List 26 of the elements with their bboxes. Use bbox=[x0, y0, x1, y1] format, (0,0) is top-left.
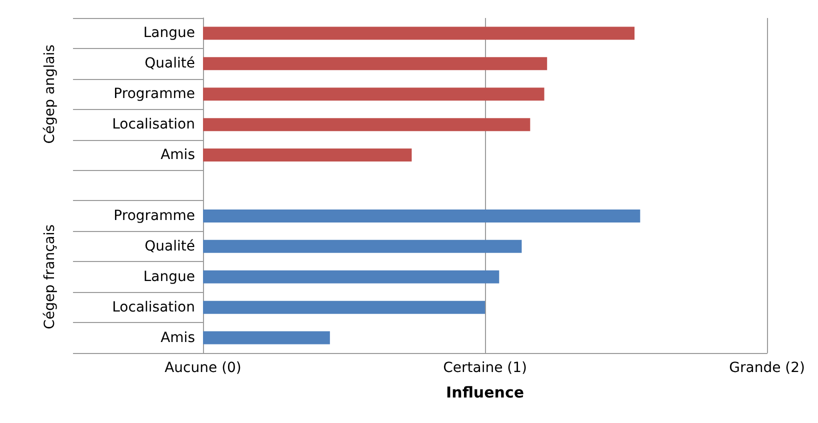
y-tick-label: Langue bbox=[143, 25, 195, 42]
bar bbox=[203, 26, 635, 40]
x-axis-title: Influence bbox=[446, 384, 524, 402]
y-tick-label: Programme bbox=[114, 86, 195, 102]
text: Cégep anglais bbox=[42, 44, 58, 144]
y-tick-label: Programme bbox=[114, 208, 195, 224]
bar bbox=[203, 300, 486, 314]
bar bbox=[203, 240, 522, 253]
text: Cégep français bbox=[42, 224, 58, 330]
x-tick-label: Aucune (0) bbox=[164, 360, 242, 376]
bar bbox=[203, 148, 412, 162]
y-tick-label: Qualité bbox=[144, 56, 195, 72]
y-tick-label: Localisation bbox=[112, 299, 195, 316]
y-tick-label: Langue bbox=[143, 268, 195, 285]
bar bbox=[203, 209, 640, 222]
bar bbox=[203, 57, 548, 70]
bar bbox=[203, 88, 544, 101]
bar bbox=[203, 331, 330, 344]
x-tick-label: Grande (2) bbox=[729, 360, 806, 376]
y-tick-label: Localisation bbox=[112, 116, 195, 133]
y-tick-label: Qualité bbox=[144, 238, 195, 254]
bar bbox=[203, 270, 500, 284]
y-tick-label: Amis bbox=[160, 147, 195, 164]
x-tick-label: Certaine (1) bbox=[443, 360, 527, 376]
bar bbox=[203, 118, 530, 132]
y-tick-label: Amis bbox=[160, 330, 195, 346]
